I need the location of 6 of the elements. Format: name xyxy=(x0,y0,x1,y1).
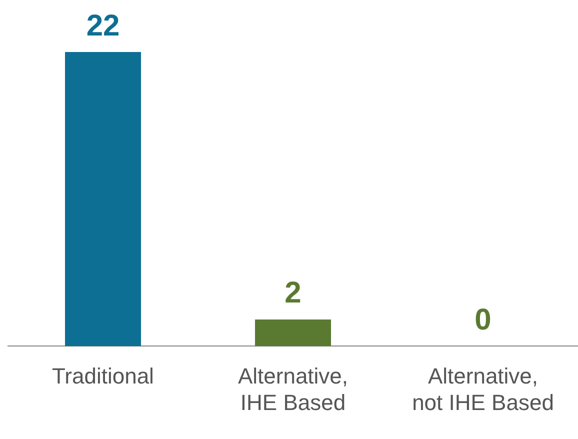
x-tick-label: Alternative, not IHE Based xyxy=(412,363,554,415)
data-label: 0 xyxy=(474,303,492,336)
x-tick-label: Traditional xyxy=(52,363,154,388)
x-tick-label: Alternative, IHE Based xyxy=(238,363,348,415)
data-label: 2 xyxy=(284,276,302,310)
data-label: 22 xyxy=(86,9,120,42)
